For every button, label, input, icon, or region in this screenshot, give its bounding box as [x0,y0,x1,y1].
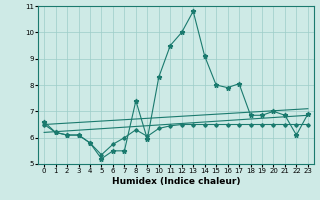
X-axis label: Humidex (Indice chaleur): Humidex (Indice chaleur) [112,177,240,186]
